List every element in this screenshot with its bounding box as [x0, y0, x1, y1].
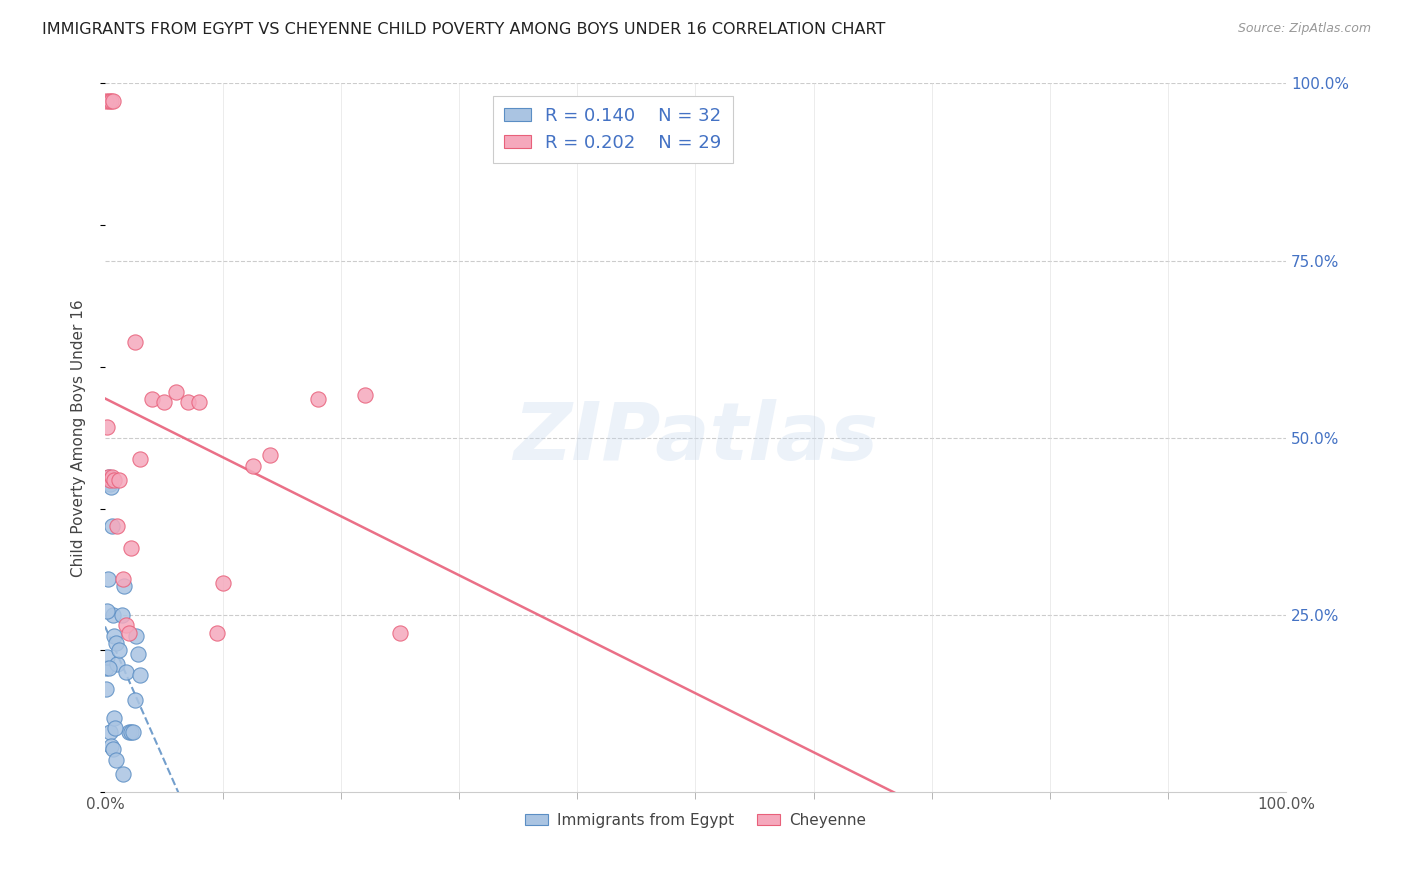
Text: IMMIGRANTS FROM EGYPT VS CHEYENNE CHILD POVERTY AMONG BOYS UNDER 16 CORRELATION : IMMIGRANTS FROM EGYPT VS CHEYENNE CHILD … [42, 22, 886, 37]
Point [165, 384, 187, 399]
Legend: Immigrants from Egypt, Cheyenne: Immigrants from Egypt, Cheyenne [519, 806, 872, 834]
Point [205, 625, 228, 640]
Point [389, 625, 412, 640]
Point [103, 607, 125, 622]
Point [105, 753, 128, 767]
Point [96, 604, 118, 618]
Point [141, 392, 163, 406]
Point [117, 625, 139, 640]
Text: Source: ZipAtlas.com: Source: ZipAtlas.com [1237, 22, 1371, 36]
Point [96, 94, 118, 108]
Point [96, 420, 118, 434]
Point [96, 650, 118, 665]
Point [129, 452, 152, 467]
Point [97, 94, 120, 108]
Point [103, 629, 125, 643]
Point [120, 724, 142, 739]
Point [97, 469, 120, 483]
Point [125, 629, 148, 643]
Point [110, 607, 132, 622]
Point [98, 724, 121, 739]
Point [212, 576, 235, 591]
Point [124, 693, 146, 707]
Point [115, 618, 138, 632]
Point [307, 392, 329, 406]
Point [101, 742, 124, 756]
Point [98, 661, 121, 675]
Point [103, 473, 125, 487]
Point [111, 573, 134, 587]
Point [104, 636, 127, 650]
Point [103, 94, 125, 108]
Point [259, 449, 281, 463]
Point [115, 665, 138, 679]
Point [127, 647, 149, 661]
Point [188, 395, 211, 409]
Point [98, 476, 121, 491]
Point [153, 395, 176, 409]
Point [124, 334, 146, 349]
Point [97, 573, 120, 587]
Point [120, 541, 142, 555]
Point [176, 395, 198, 409]
Point [100, 739, 122, 753]
Point [101, 519, 124, 533]
Point [101, 469, 124, 483]
Y-axis label: Child Poverty Among Boys Under 16: Child Poverty Among Boys Under 16 [72, 299, 86, 576]
Point [112, 579, 135, 593]
Point [94, 682, 117, 697]
Point [108, 473, 131, 487]
Point [100, 480, 122, 494]
Point [97, 469, 120, 483]
Point [105, 519, 128, 533]
Point [117, 724, 139, 739]
Point [122, 724, 145, 739]
Point [105, 657, 128, 672]
Point [104, 721, 127, 735]
Point [108, 643, 131, 657]
Point [242, 458, 264, 473]
Point [129, 668, 152, 682]
Point [98, 473, 121, 487]
Point [103, 710, 125, 724]
Point [353, 388, 375, 402]
Text: ZIPatlas: ZIPatlas [513, 399, 877, 476]
Point [100, 94, 122, 108]
Point [96, 661, 118, 675]
Point [111, 767, 134, 781]
